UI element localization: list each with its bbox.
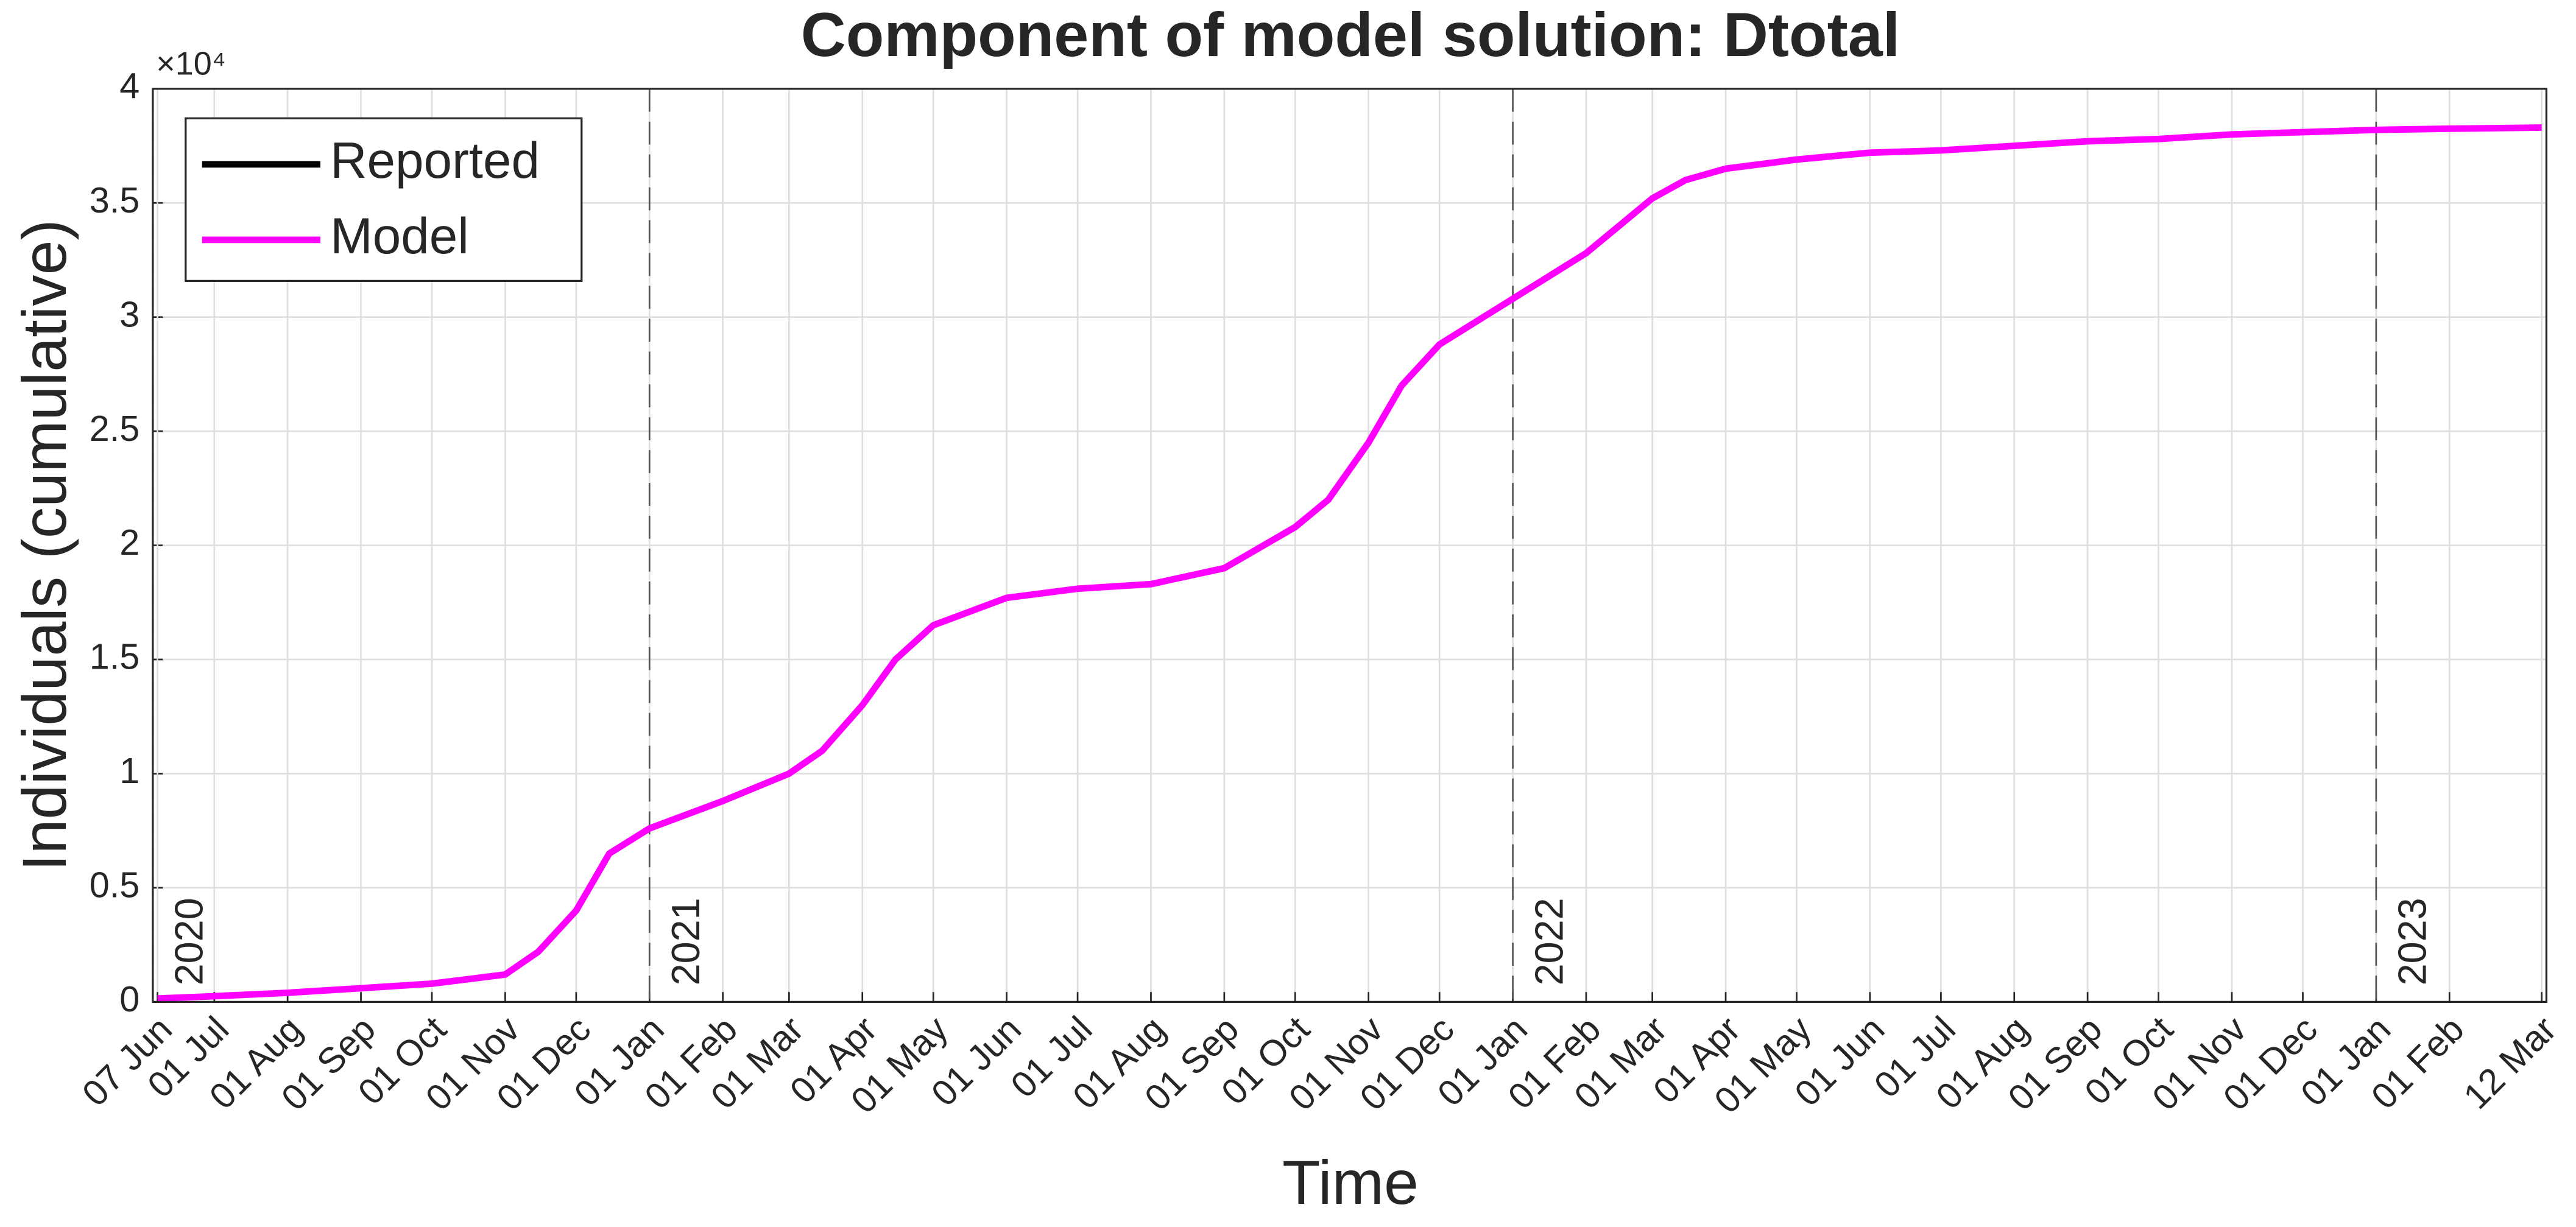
chart-title: Component of model solution: Dtotal xyxy=(801,0,1900,69)
y-tick-label: 2.5 xyxy=(90,408,139,449)
y-tick-label: 2 xyxy=(119,522,139,563)
y-tick-label: 3 xyxy=(119,294,139,334)
x-axis-label: Time xyxy=(1282,1147,1419,1217)
year-label: 2022 xyxy=(1526,898,1571,985)
legend: Reported Model xyxy=(185,117,583,282)
series-line xyxy=(157,124,2542,1002)
y-tick-label: 0.5 xyxy=(90,865,139,905)
y-axis-label: Individuals (cumulative) xyxy=(9,219,79,871)
y-tick-label: 1.5 xyxy=(90,636,139,677)
y-tick-label: 3.5 xyxy=(90,180,139,220)
legend-box xyxy=(185,117,583,282)
y-tick-label: 1 xyxy=(119,750,139,791)
y-exponent: ×10⁴ xyxy=(156,45,226,82)
y-tick-label: 4 xyxy=(119,65,139,106)
year-label: 2023 xyxy=(2390,898,2435,985)
y-tick-label: 0 xyxy=(119,979,139,1019)
year-label: 2021 xyxy=(663,898,708,985)
plot-frame xyxy=(152,88,2548,1003)
year-label: 2020 xyxy=(167,898,211,985)
legend-label: Reported xyxy=(330,132,540,189)
legend-label: Model xyxy=(330,207,469,264)
x-tick-label: 12 Mar xyxy=(2455,1008,2564,1117)
